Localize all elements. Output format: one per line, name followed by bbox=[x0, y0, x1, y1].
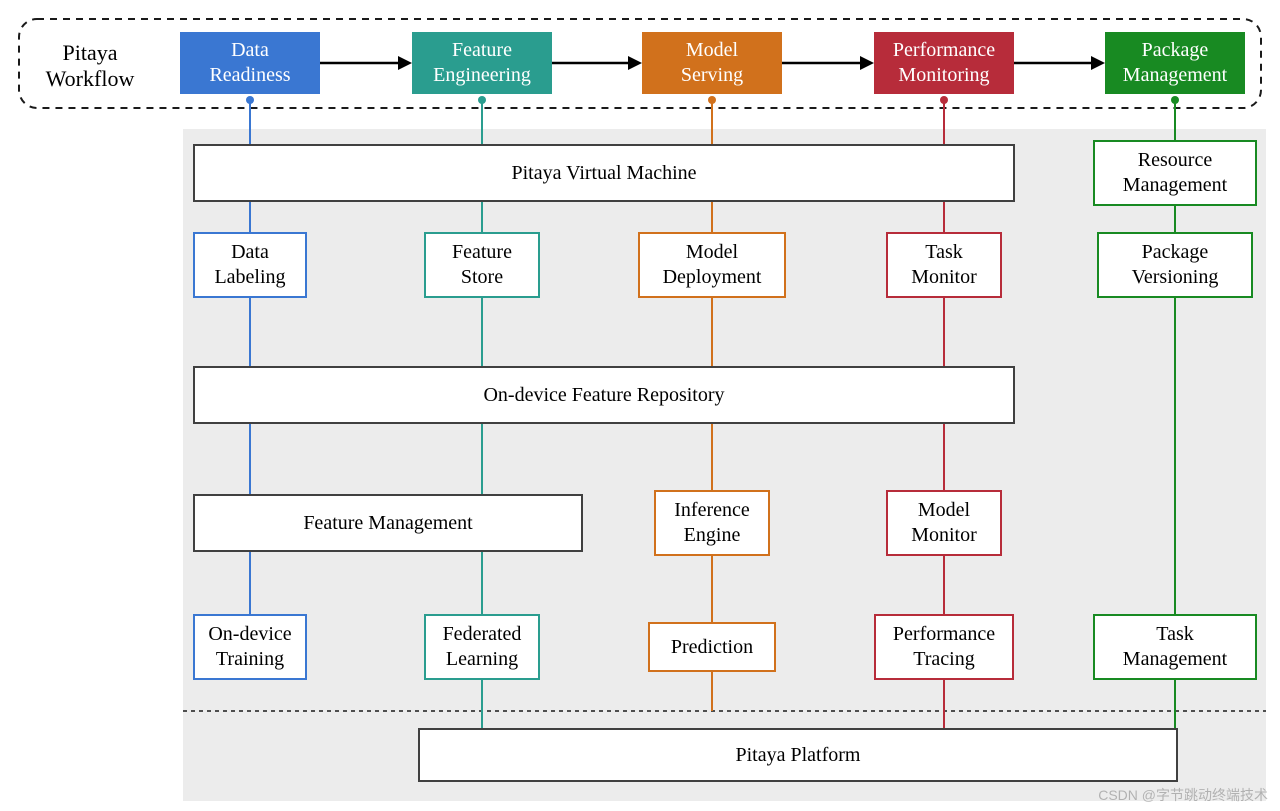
box-resmgmt: ResourceManagement bbox=[1093, 140, 1257, 206]
box-modelmon: ModelMonitor bbox=[886, 490, 1002, 556]
box-featmgmt: Feature Management bbox=[193, 494, 583, 552]
workflow-data_readiness: DataReadiness bbox=[180, 32, 320, 94]
box-perftrace: PerformanceTracing bbox=[874, 614, 1014, 680]
box-featstore: FeatureStore bbox=[424, 232, 540, 298]
box-modeldep: ModelDeployment bbox=[638, 232, 786, 298]
box-predict: Prediction bbox=[648, 622, 776, 672]
title-line2: Workflow bbox=[46, 66, 135, 91]
background-panel bbox=[183, 129, 1266, 801]
box-odfr: On-device Feature Repository bbox=[193, 366, 1015, 424]
box-taskmgmt: TaskManagement bbox=[1093, 614, 1257, 680]
workflow-feature_engineering: FeatureEngineering bbox=[412, 32, 552, 94]
box-odtrain: On-deviceTraining bbox=[193, 614, 307, 680]
diagram-canvas: Pitaya Workflow CSDN @字节跳动终端技术 DataReadi… bbox=[0, 0, 1280, 811]
workflow-model_serving: ModelServing bbox=[642, 32, 782, 94]
box-pvm: Pitaya Virtual Machine bbox=[193, 144, 1015, 202]
title-line1: Pitaya bbox=[63, 40, 118, 65]
box-pkgver: PackageVersioning bbox=[1097, 232, 1253, 298]
box-fedlearn: FederatedLearning bbox=[424, 614, 540, 680]
box-infeng: InferenceEngine bbox=[654, 490, 770, 556]
workflow-performance_monitoring: PerformanceMonitoring bbox=[874, 32, 1014, 94]
box-platform: Pitaya Platform bbox=[418, 728, 1178, 782]
workflow-title: Pitaya Workflow bbox=[45, 40, 135, 92]
watermark-text: CSDN @字节跳动终端技术 bbox=[1098, 785, 1268, 805]
box-datalabel: DataLabeling bbox=[193, 232, 307, 298]
workflow-package_management: PackageManagement bbox=[1105, 32, 1245, 94]
box-taskmon: TaskMonitor bbox=[886, 232, 1002, 298]
